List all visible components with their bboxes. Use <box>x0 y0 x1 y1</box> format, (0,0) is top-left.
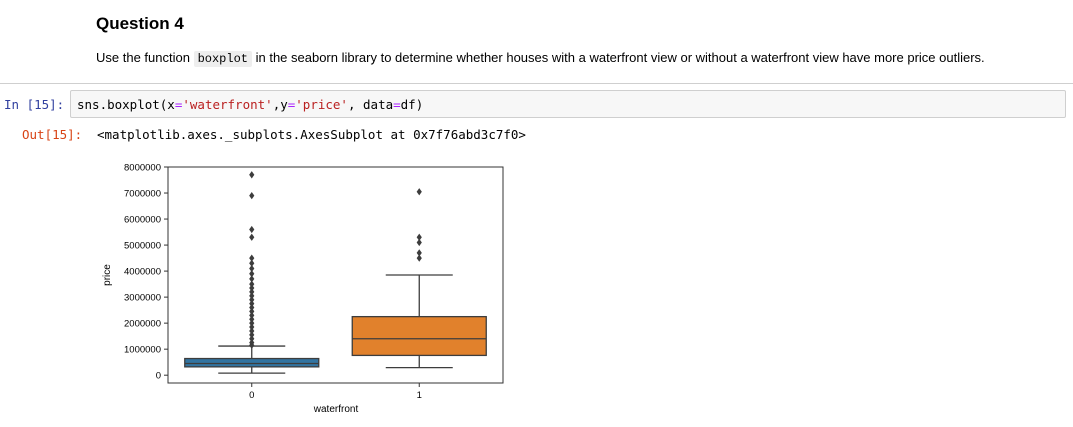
y-tick-label: 3000000 <box>124 293 161 304</box>
outlier-point <box>249 284 255 292</box>
input-prompt: In [15]: <box>4 97 65 112</box>
code-token: df) <box>400 97 424 112</box>
y-tick-label: 5000000 <box>124 241 161 252</box>
y-tick-label: 0 <box>156 371 161 382</box>
outlier-point <box>249 280 255 288</box>
code-operator: = <box>174 97 183 112</box>
question-text-before: Use the function <box>96 50 194 65</box>
code-string: 'price' <box>295 97 348 112</box>
y-tick-label: 1000000 <box>124 345 161 356</box>
outlier-point <box>249 275 255 283</box>
box-iqr <box>351 315 487 357</box>
y-axis-label: price <box>102 264 113 286</box>
code-operator: = <box>393 97 401 112</box>
outlier-point <box>249 296 255 304</box>
y-tick-label: 4000000 <box>124 267 161 278</box>
y-tick-label: 8000000 <box>124 163 161 174</box>
code-input-area[interactable]: sns.boxplot(x='waterfront',y='price', da… <box>70 90 1066 118</box>
outlier-point <box>249 288 255 296</box>
outlier-point <box>249 225 255 234</box>
question-text-after: in the seaborn library to determine whet… <box>251 50 985 65</box>
outlier-point <box>249 171 255 179</box>
code-token: sns.boxplot(x <box>77 97 175 112</box>
outlier-point <box>249 307 255 316</box>
outlier-point <box>249 259 255 267</box>
outlier-point <box>249 331 255 339</box>
outlier-point <box>416 254 422 262</box>
outlier-point <box>249 292 255 300</box>
y-tick-label: 2000000 <box>124 319 161 330</box>
outlier-point <box>249 233 255 241</box>
question-title: Question 4 <box>96 14 184 33</box>
outlier-point <box>249 264 255 273</box>
outlier-point <box>249 315 255 323</box>
code-operator: = <box>287 97 296 112</box>
outlier-point <box>416 233 422 241</box>
outlier-point <box>249 319 255 327</box>
y-tick-label: 7000000 <box>124 189 161 200</box>
box-group-1 <box>351 188 487 369</box>
outlier-point <box>249 327 255 335</box>
outlier-point <box>249 303 255 312</box>
inline-code-boxplot: boxplot <box>193 51 252 67</box>
plot-frame <box>167 166 504 384</box>
code-token: ,y <box>272 97 288 112</box>
outlier-point <box>416 249 422 257</box>
x-axis-label: waterfront <box>313 404 359 415</box>
boxes-group <box>184 171 487 374</box>
outlier-point <box>249 339 255 347</box>
outlier-point <box>249 311 255 319</box>
y-tick-label: 6000000 <box>124 215 161 226</box>
y-axis: 0 1000000 2000000 3000000 4000000 5000000 6000… <box>124 163 168 382</box>
x-tick-label: 0 <box>249 390 254 401</box>
outlier-point <box>416 188 422 196</box>
outlier-point <box>416 238 422 247</box>
question-text: Use the function boxplot in the seaborn … <box>96 50 985 67</box>
x-tick-label: 1 <box>417 390 422 401</box>
code-string: 'waterfront' <box>182 97 273 112</box>
box-iqr <box>184 357 320 368</box>
outlier-point <box>249 323 255 331</box>
output-text: <matplotlib.axes._subplots.AxesSubplot a… <box>97 127 526 142</box>
output-prompt: Out[15]: <box>22 127 83 142</box>
box-group-0 <box>184 171 320 374</box>
cell-separator <box>0 83 1073 84</box>
outlier-point <box>249 335 255 343</box>
code-line[interactable]: sns.boxplot(x='waterfront',y='price', da… <box>77 97 423 112</box>
outlier-point <box>249 191 255 200</box>
outlier-point <box>249 254 255 262</box>
outlier-point <box>249 299 255 308</box>
code-token: , data <box>347 97 394 112</box>
outlier-point <box>249 270 255 278</box>
